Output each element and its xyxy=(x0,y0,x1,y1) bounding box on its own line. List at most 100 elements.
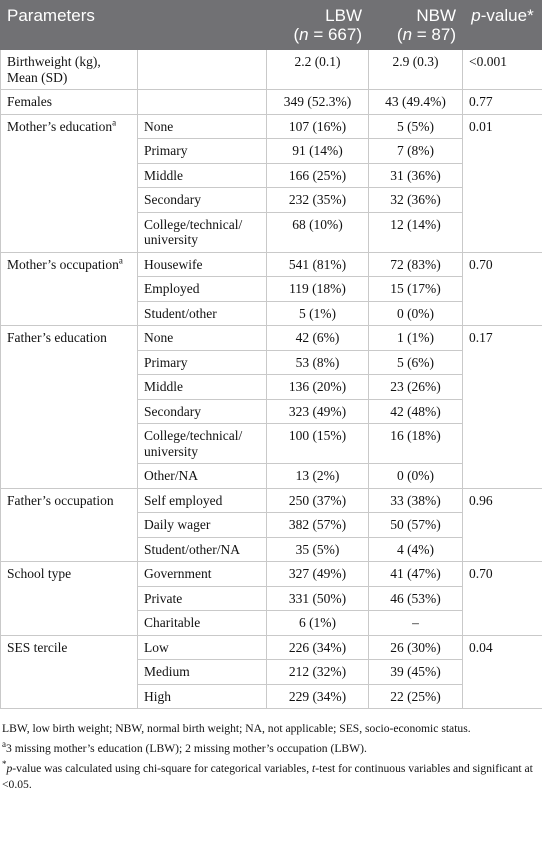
data-table: Parameters LBW (n = 667) NBW (n = 87) p-va… xyxy=(0,0,542,709)
category-cell: Student/other/NA xyxy=(137,536,267,562)
lbw-cell: 212 (32%) xyxy=(266,659,369,685)
nbw-cell: 46 (53%) xyxy=(368,585,463,611)
nbw-cell: 0 (0%) xyxy=(368,463,463,489)
group-label-cell: Mother’s educationa xyxy=(0,113,138,253)
table-row: Other/NA 13 (2%) 0 (0%) xyxy=(1,463,542,489)
table-row: Birthweight (kg), Mean (SD) 2.2 (0.1) 2.9 … xyxy=(0,49,542,90)
table-row: Employed 119 (18%) 15 (17%) xyxy=(1,276,542,302)
category-cell: Housewife xyxy=(137,251,267,277)
pvalue-cell: 0.01 xyxy=(462,113,542,253)
table-row: Secondary 232 (35%) 32 (36%) xyxy=(1,187,542,213)
table-header: Parameters LBW (n = 667) NBW (n = 87) p-va… xyxy=(0,0,542,50)
group-label-cell: SES tercile xyxy=(0,634,138,709)
footnote: a3 missing mother’s education (LBW); 2 m… xyxy=(2,739,540,757)
nbw-cell: – xyxy=(368,610,463,636)
lbw-cell: 136 (20%) xyxy=(266,374,369,400)
footnote-text: t xyxy=(312,762,316,775)
table-row: Mother’s occupationa Housewife 541 (81%) 72… xyxy=(0,251,542,326)
footnote: *p-value was calculated using chi-square… xyxy=(2,760,540,793)
pvalue-cell: 0.70 xyxy=(462,251,542,326)
footnote-text: p xyxy=(6,762,13,775)
table-row: Mother’s educationa None 107 (16%) 5 (5%) 0.… xyxy=(0,113,542,253)
lbw-cell: 250 (37%) xyxy=(266,487,369,513)
table-row: Females 349 (52.3%) 43 (49.4%) 0.77 xyxy=(0,89,542,115)
category-cell: None xyxy=(137,325,267,351)
category-cell: High xyxy=(137,683,267,709)
nbw-cell: 26 (30%) xyxy=(368,634,463,660)
table-row: Father’s education None 42 (6%) 1 (1%) 0.17 xyxy=(0,325,542,489)
empty-cell xyxy=(137,89,267,115)
lbw-cell: 5 (1%) xyxy=(266,300,369,326)
superscript: a xyxy=(118,255,123,265)
lbw-cell: 331 (50%) xyxy=(266,585,369,611)
category-cell: Charitable xyxy=(137,610,267,636)
lbw-cell: 53 (8%) xyxy=(266,349,369,375)
table-row: School type Government 327 (49%) 41 (47%) 0.… xyxy=(0,561,542,636)
nbw-cell: 50 (57%) xyxy=(368,512,463,538)
pvalue-cell: 0.04 xyxy=(462,634,542,709)
lbw-cell: 166 (25%) xyxy=(266,162,369,188)
nbw-cell: 31 (36%) xyxy=(368,162,463,188)
pvalue-cell: 0.96 xyxy=(462,487,542,562)
lbw-cell: 107 (16%) xyxy=(266,113,369,139)
footnote-text: LBW, low birth weight; NBW, normal birth… xyxy=(2,722,471,735)
group-label: Mother’s education xyxy=(7,118,113,134)
nbw-cell: 4 (4%) xyxy=(368,536,463,562)
lbw-cell: 6 (1%) xyxy=(266,610,369,636)
category-cell: Private xyxy=(137,585,267,611)
nbw-cell: 16 (18%) xyxy=(368,423,463,464)
group-label-cell: Father’s occupation xyxy=(0,487,138,562)
table-row: Student/other/NA 35 (5%) 4 (4%) xyxy=(1,536,542,562)
header-text: p xyxy=(471,6,481,25)
category-cell: Secondary xyxy=(137,187,267,213)
nbw-cell: 2.9 (0.3) xyxy=(368,49,463,90)
footnote-mark: a xyxy=(2,739,6,750)
table-row: Medium 212 (32%) 39 (45%) xyxy=(1,659,542,685)
table-row: College/technical/ university 100 (15%) 16… xyxy=(1,423,542,464)
empty-cell xyxy=(137,49,267,90)
group-label-cell: Females xyxy=(0,89,138,115)
nbw-cell: 12 (14%) xyxy=(368,211,463,253)
category-cell: College/technical/ university xyxy=(137,423,267,464)
nbw-cell: 15 (17%) xyxy=(368,276,463,302)
pvalue-cell: 0.70 xyxy=(462,561,542,636)
header-text: LBW xyxy=(325,6,362,25)
lbw-cell: 42 (6%) xyxy=(266,325,369,351)
category-cell: Middle xyxy=(137,162,267,188)
table-row: Charitable 6 (1%) – xyxy=(1,610,542,636)
table-row: Middle 166 (25%) 31 (36%) xyxy=(1,162,542,188)
lbw-cell: 2.2 (0.1) xyxy=(266,49,369,90)
header-text: NBW xyxy=(416,6,456,25)
header-cell: NBW (n = 87) xyxy=(368,0,463,50)
category-cell: Primary xyxy=(137,349,267,375)
category-cell: Self employed xyxy=(137,487,267,513)
group-label-cell: Father’s education xyxy=(0,325,138,489)
nbw-cell: 32 (36%) xyxy=(368,187,463,213)
lbw-cell: 100 (15%) xyxy=(266,423,369,464)
table-row: SES tercile Low 226 (34%) 26 (30%) 0.04 xyxy=(0,634,542,709)
group-label: School type xyxy=(7,566,72,581)
table-body: Birthweight (kg), Mean (SD) 2.2 (0.1) 2.9 … xyxy=(0,49,542,709)
lbw-cell: 226 (34%) xyxy=(266,634,369,660)
table-row: Middle 136 (20%) 23 (26%) xyxy=(1,374,542,400)
table-row: High 229 (34%) 22 (25%) xyxy=(1,683,542,709)
superscript: a xyxy=(112,117,117,127)
lbw-cell: 349 (52.3%) xyxy=(266,89,369,115)
nbw-cell: 7 (8%) xyxy=(368,138,463,164)
header-text: ( xyxy=(293,25,300,44)
header-text: Parameters xyxy=(7,6,95,25)
nbw-cell: 5 (6%) xyxy=(368,349,463,375)
nbw-cell: 22 (25%) xyxy=(368,683,463,709)
category-cell: Government xyxy=(137,561,267,587)
table-row: Father’s occupation Self employed 250 (37%… xyxy=(0,487,542,562)
nbw-cell: 5 (5%) xyxy=(368,113,463,139)
header-cell: LBW (n = 667) xyxy=(266,0,369,50)
header-text: ( xyxy=(396,25,403,44)
footnote: LBW, low birth weight; NBW, normal birth… xyxy=(2,721,540,737)
header-cell: p-value* xyxy=(462,0,542,50)
nbw-cell: 33 (38%) xyxy=(368,487,463,513)
category-cell: Middle xyxy=(137,374,267,400)
category-cell: Medium xyxy=(137,659,267,685)
table-row: Private 331 (50%) 46 (53%) xyxy=(1,585,542,611)
